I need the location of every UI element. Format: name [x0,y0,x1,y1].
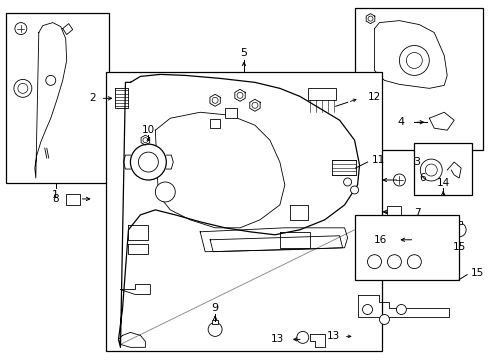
Circle shape [409,236,417,244]
Bar [210,119,220,128]
Bar [307,88,335,100]
Text: 3: 3 [412,157,419,167]
Circle shape [396,305,406,315]
Text: 7: 7 [413,208,420,218]
Text: 15: 15 [451,242,465,252]
Circle shape [142,138,147,143]
Polygon shape [209,94,220,106]
Circle shape [130,144,166,180]
Polygon shape [249,99,260,111]
Circle shape [451,223,465,237]
Text: 5: 5 [240,49,247,58]
Circle shape [420,159,441,181]
Bar [6,13,108,183]
Circle shape [15,23,27,35]
Circle shape [343,178,351,186]
Circle shape [362,305,372,315]
Circle shape [237,92,243,98]
Polygon shape [366,14,374,24]
Circle shape [208,323,222,336]
Circle shape [386,255,401,269]
Circle shape [46,75,56,85]
Polygon shape [234,89,244,101]
Bar [354,215,458,280]
Text: 6: 6 [419,173,425,183]
Circle shape [212,97,218,103]
Text: 8: 8 [52,194,59,204]
Bar [386,206,401,218]
Circle shape [14,80,32,97]
Circle shape [350,186,358,194]
Bar [212,320,218,324]
Circle shape [18,84,28,93]
Circle shape [251,102,258,108]
Circle shape [155,182,175,202]
Text: 1: 1 [52,190,59,200]
Circle shape [367,255,381,269]
Bar [224,108,237,118]
Text: 12: 12 [367,92,380,102]
Circle shape [406,53,422,68]
Circle shape [367,16,372,21]
Bar [65,194,80,205]
Circle shape [379,315,388,324]
Text: 9: 9 [211,302,218,312]
Circle shape [407,255,421,269]
Circle shape [425,164,436,176]
Text: 16: 16 [373,235,386,245]
Text: 11: 11 [371,155,384,165]
Circle shape [138,152,158,172]
Text: 15: 15 [470,267,484,278]
Bar [413,143,471,195]
Text: 14: 14 [436,178,449,188]
Bar [455,221,461,224]
Text: 13: 13 [270,334,283,345]
Bar [105,72,382,351]
Text: 2: 2 [89,93,95,103]
Circle shape [407,233,421,247]
Text: 13: 13 [325,332,339,341]
Circle shape [296,332,308,343]
Bar [354,8,482,150]
Polygon shape [141,135,149,145]
Circle shape [393,174,405,186]
Text: 4: 4 [396,117,404,127]
Circle shape [399,45,428,75]
Text: 10: 10 [142,125,155,135]
